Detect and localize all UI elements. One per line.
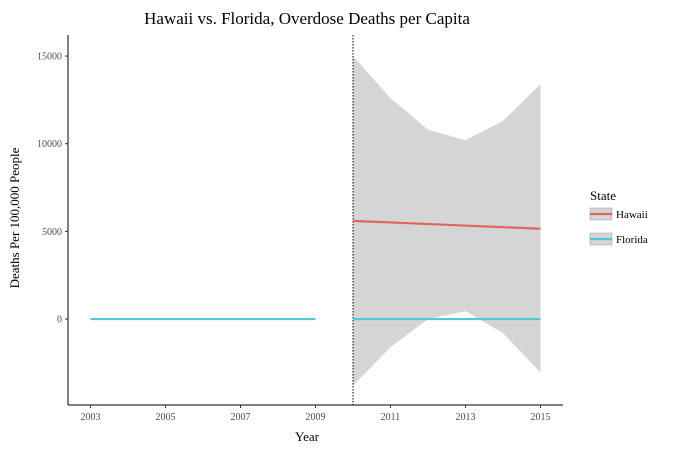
x-tick-label: 2007 (231, 412, 251, 423)
y-axis-title: Deaths Per 100,000 People (7, 147, 22, 288)
y-tick-label: 15000 (37, 52, 62, 63)
legend-label-hawaii: Hawaii (616, 209, 648, 221)
x-tick-label: 2009 (306, 412, 326, 423)
x-tick-label: 2005 (156, 412, 176, 423)
y-tick-label: 10000 (37, 139, 62, 150)
legend: State Hawaii Florida (589, 188, 648, 246)
legend-label-florida: Florida (616, 234, 648, 246)
x-axis-title: Year (295, 429, 320, 444)
x-tick-label: 2015 (531, 412, 551, 423)
legend-title: State (590, 188, 616, 203)
x-tick-label: 2011 (381, 412, 401, 423)
series-line-hawaii-1 (352, 219, 541, 230)
confidence-band (353, 56, 541, 386)
y-tick-label: 0 (57, 315, 62, 326)
y-tick-label: 5000 (42, 227, 62, 238)
plot-area: 2003 2005 2007 2009 2011 2013 2015 0 5000 10000 15… (37, 35, 563, 423)
chart-title: Hawaii vs. Florida, Overdose Deaths per … (144, 9, 470, 28)
x-tick-label: 2003 (81, 412, 101, 423)
x-tick-label: 2013 (456, 412, 476, 423)
